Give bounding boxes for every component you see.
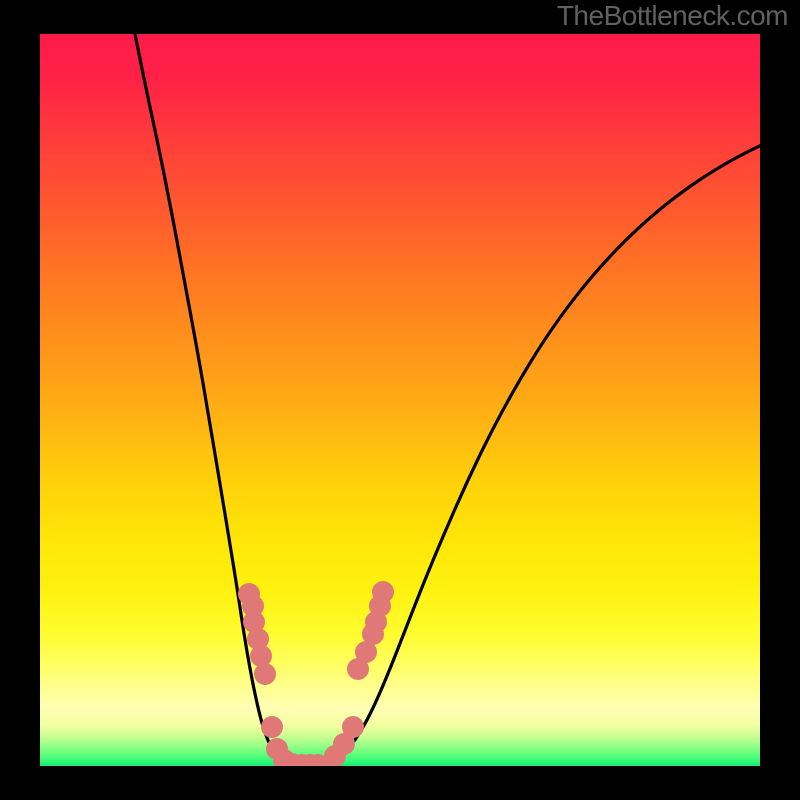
curve-overlay [40,34,760,766]
marker-cluster-right [291,581,394,766]
data-marker [342,716,364,738]
data-marker [254,663,276,685]
watermark-text: TheBottleneck.com [557,0,788,32]
plot-area [40,34,760,766]
curve-left-branch [135,34,298,766]
data-marker [261,716,283,738]
data-marker [372,581,394,603]
marker-cluster-left [238,583,303,766]
